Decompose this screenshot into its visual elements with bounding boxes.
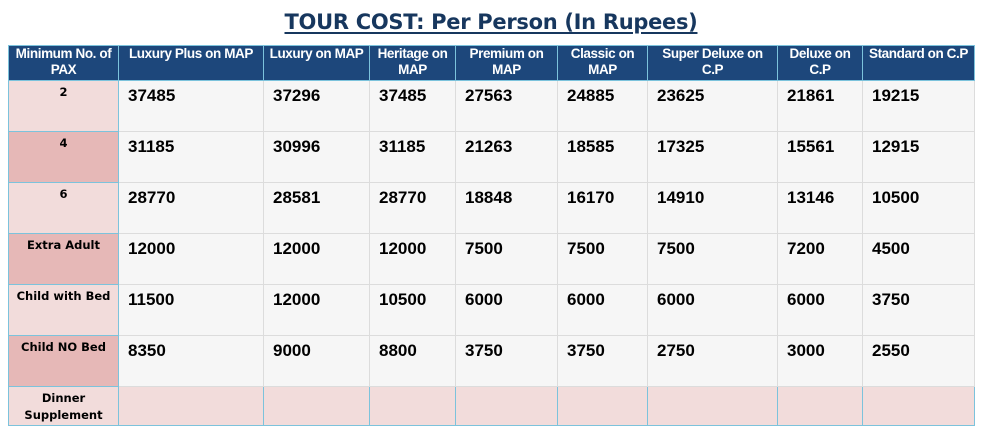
price-cell: 37296 — [263, 80, 370, 132]
price-cell: 37485 — [118, 80, 264, 132]
price-cell: 6000 — [455, 284, 558, 336]
price-cell: 24885 — [557, 80, 648, 132]
price-cell — [647, 386, 778, 426]
price-cell: 6000 — [557, 284, 648, 336]
price-cell: 7500 — [557, 233, 648, 285]
price-cell: 6000 — [647, 284, 778, 336]
header-row: Minimum No. of PAX Luxury Plus on MAP Luxu… — [8, 45, 975, 81]
price-cell: 8350 — [118, 335, 264, 387]
column-header: Super Deluxe on C.P — [647, 45, 778, 81]
price-cell: 7500 — [647, 233, 778, 285]
column-header: Luxury on MAP — [263, 45, 370, 81]
row-label: 4 — [8, 131, 119, 183]
table-row: Extra Adult 12000 12000 12000 7500 7500 7500 72… — [8, 233, 975, 285]
price-cell: 8800 — [369, 335, 456, 387]
price-cell — [455, 386, 558, 426]
price-cell: 14910 — [647, 182, 778, 234]
price-cell: 21861 — [777, 80, 863, 132]
price-cell: 15561 — [777, 131, 863, 183]
price-cell: 18848 — [455, 182, 558, 234]
price-cell: 19215 — [862, 80, 975, 132]
row-label: Dinner Supplement — [8, 386, 119, 426]
price-cell: 18585 — [557, 131, 648, 183]
row-label: Child with Bed — [8, 284, 119, 336]
price-cell — [369, 386, 456, 426]
column-header: Luxury Plus on MAP — [118, 45, 264, 81]
price-cell: 27563 — [455, 80, 558, 132]
price-cell: 17325 — [647, 131, 778, 183]
price-cell: 6000 — [777, 284, 863, 336]
price-cell: 7200 — [777, 233, 863, 285]
price-cell: 23625 — [647, 80, 778, 132]
column-header: Classic on MAP — [557, 45, 648, 81]
price-cell: 10500 — [369, 284, 456, 336]
price-cell: 4500 — [862, 233, 975, 285]
price-cell: 11500 — [118, 284, 264, 336]
table-row: 6 28770 28581 28770 18848 16170 14910 13146 1050… — [8, 182, 975, 234]
column-header: Deluxe on C.P — [777, 45, 863, 81]
price-cell: 7500 — [455, 233, 558, 285]
price-cell — [777, 386, 863, 426]
row-label: Child NO Bed — [8, 335, 119, 387]
row-label: 2 — [8, 80, 119, 132]
price-cell: 30996 — [263, 131, 370, 183]
price-cell: 21263 — [455, 131, 558, 183]
row-label: Extra Adult — [8, 233, 119, 285]
price-cell: 3750 — [557, 335, 648, 387]
price-cell: 28770 — [118, 182, 264, 234]
price-cell: 37485 — [369, 80, 456, 132]
price-cell — [118, 386, 264, 426]
table-row: Child with Bed 11500 12000 10500 6000 6000 600… — [8, 284, 975, 336]
price-cell: 31185 — [118, 131, 264, 183]
price-cell: 10500 — [862, 182, 975, 234]
price-cell — [557, 386, 648, 426]
price-cell: 3750 — [455, 335, 558, 387]
table-row: 2 37485 37296 37485 27563 24885 23625 21861 1921… — [8, 80, 975, 132]
price-cell: 12915 — [862, 131, 975, 183]
price-cell: 3000 — [777, 335, 863, 387]
table-row: Dinner Supplement — [8, 386, 975, 426]
price-cell: 12000 — [369, 233, 456, 285]
price-cell: 12000 — [263, 233, 370, 285]
row-label: 6 — [8, 182, 119, 234]
table-row: Child NO Bed 8350 9000 8800 3750 3750 2750 3000… — [8, 335, 975, 387]
price-cell: 2750 — [647, 335, 778, 387]
price-cell: 16170 — [557, 182, 648, 234]
tour-cost-table: Minimum No. of PAX Luxury Plus on MAP Luxu… — [8, 45, 975, 426]
price-cell: 28581 — [263, 182, 370, 234]
price-cell: 9000 — [263, 335, 370, 387]
column-header: Heritage on MAP — [369, 45, 456, 81]
price-cell: 28770 — [369, 182, 456, 234]
column-header: Premium on MAP — [455, 45, 558, 81]
page-title: TOUR COST: Per Person (In Rupees) — [284, 10, 698, 34]
price-cell — [263, 386, 370, 426]
column-header: Standard on C.P — [862, 45, 975, 81]
price-cell: 2550 — [862, 335, 975, 387]
price-cell: 31185 — [369, 131, 456, 183]
price-cell: 12000 — [263, 284, 370, 336]
price-cell: 13146 — [777, 182, 863, 234]
price-cell — [862, 386, 975, 426]
column-header: Minimum No. of PAX — [8, 45, 119, 81]
table-row: 4 31185 30996 31185 21263 18585 17325 15561 1291… — [8, 131, 975, 183]
price-cell: 3750 — [862, 284, 975, 336]
price-cell: 12000 — [118, 233, 264, 285]
